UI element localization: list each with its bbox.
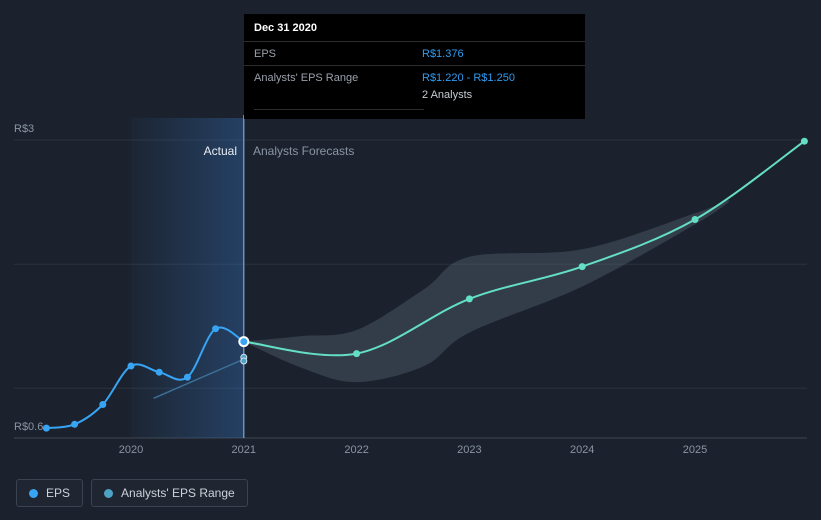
forecast-data-point[interactable] (465, 295, 473, 303)
y-axis-label: R$0.6 (14, 421, 43, 433)
legend-item-eps[interactable]: EPS (16, 479, 84, 507)
forecast-range-band (243, 199, 729, 383)
past-analyst-estimate-line (153, 358, 245, 399)
x-tick-label: 2024 (570, 444, 594, 456)
analysts-range-legend-dot (104, 488, 114, 498)
tooltip-date: Dec 31 2020 (244, 14, 585, 42)
x-tick-label: 2022 (344, 444, 368, 456)
hovered-eps-point[interactable] (238, 336, 250, 348)
tooltip-eps-value: R$1.376 (422, 48, 464, 60)
eps-data-point[interactable] (127, 362, 135, 370)
actual-label: Actual (203, 144, 237, 158)
eps-legend-dot (29, 488, 38, 498)
tooltip-analyst-count: 2 Analysts (422, 89, 473, 101)
tooltip-range-label: Analysts' EPS Range (254, 72, 359, 84)
tooltip-eps-row: EPS R$1.376 (244, 42, 585, 66)
tooltip-eps-label: EPS (254, 48, 277, 60)
x-tick-label: 2020 (119, 444, 143, 456)
x-tick-label: 2023 (457, 444, 481, 456)
eps-data-point[interactable] (99, 401, 107, 408)
legend: EPS Analysts' EPS Range (16, 479, 248, 507)
eps-legend-label: EPS (46, 486, 71, 500)
eps-data-point[interactable] (183, 373, 191, 381)
forecast-data-point[interactable] (800, 137, 808, 145)
eps-data-point[interactable] (71, 420, 79, 428)
forecast-data-point[interactable] (353, 350, 361, 358)
y-axis-label: R$3 (14, 123, 34, 135)
hover-highlight-band (131, 118, 244, 438)
eps-data-point[interactable] (42, 424, 50, 432)
tooltip-range-value: R$1.220 - R$1.250 (422, 72, 515, 84)
forecasts-label: Analysts Forecasts (253, 144, 355, 158)
tooltip-range-row: Analysts' EPS Range R$1.220 - R$1.250 (244, 66, 585, 89)
eps-data-point[interactable] (155, 368, 163, 376)
eps-data-point[interactable] (212, 325, 220, 333)
analyst-range-endpoint[interactable] (240, 357, 248, 365)
x-tick-label: 2025 (683, 444, 707, 456)
x-tick-label: 2021 (232, 444, 256, 456)
tooltip: Dec 31 2020 EPS R$1.376 Analysts' EPS Ra… (244, 14, 585, 119)
forecast-data-point[interactable] (691, 216, 699, 223)
tooltip-divider (254, 109, 424, 110)
legend-item-analysts-range[interactable]: Analysts' EPS Range (91, 479, 248, 507)
eps-forecast-line (243, 140, 805, 357)
forecast-data-point[interactable] (578, 263, 586, 271)
analysts-range-legend-label: Analysts' EPS Range (121, 486, 235, 500)
